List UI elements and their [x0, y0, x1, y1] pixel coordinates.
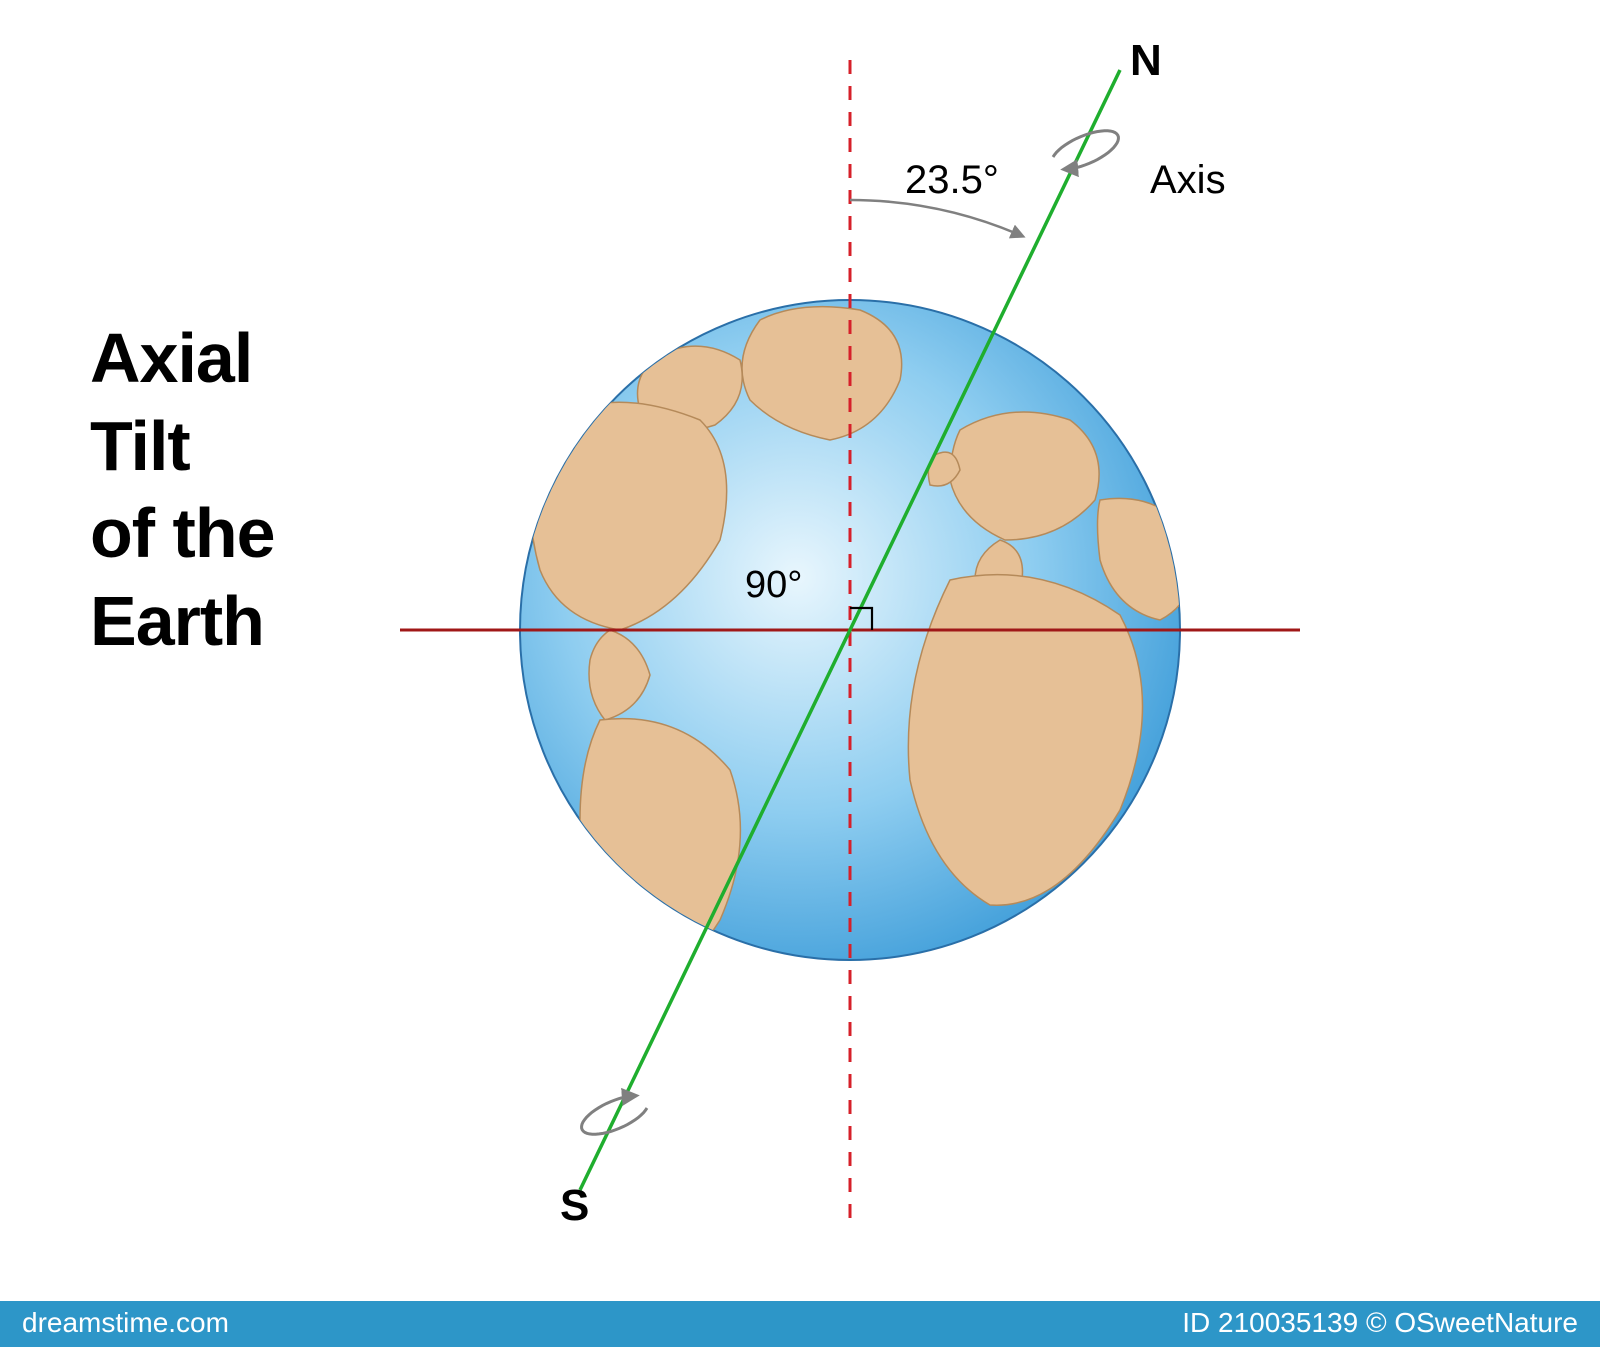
footer-left-text: dreamstime.com: [22, 1307, 229, 1339]
title-line-2: Tilt: [90, 403, 275, 491]
footer-bar: dreamstime.com ID 210035139 © OSweetNatu…: [0, 1301, 1600, 1347]
north-pole-label: N: [1130, 36, 1162, 86]
rotation-arrow-north: [1053, 131, 1118, 169]
right-angle-label: 90°: [745, 564, 802, 607]
title-line-4: Earth: [90, 578, 275, 666]
tilt-angle-label: 23.5°: [905, 158, 999, 203]
axis-label: Axis: [1150, 158, 1226, 203]
diagram-title: Axial Tilt of the Earth: [90, 315, 275, 665]
title-line-3: of the: [90, 490, 275, 578]
title-line-1: Axial: [90, 315, 275, 403]
diagram-stage: Axial Tilt of the Earth N S Axis 23.5° 9…: [0, 0, 1600, 1347]
tilt-angle-arc: [850, 200, 1021, 236]
footer-right-text: ID 210035139 © OSweetNature: [1182, 1307, 1578, 1339]
diagram-svg: [0, 0, 1600, 1347]
south-pole-label: S: [560, 1181, 589, 1231]
